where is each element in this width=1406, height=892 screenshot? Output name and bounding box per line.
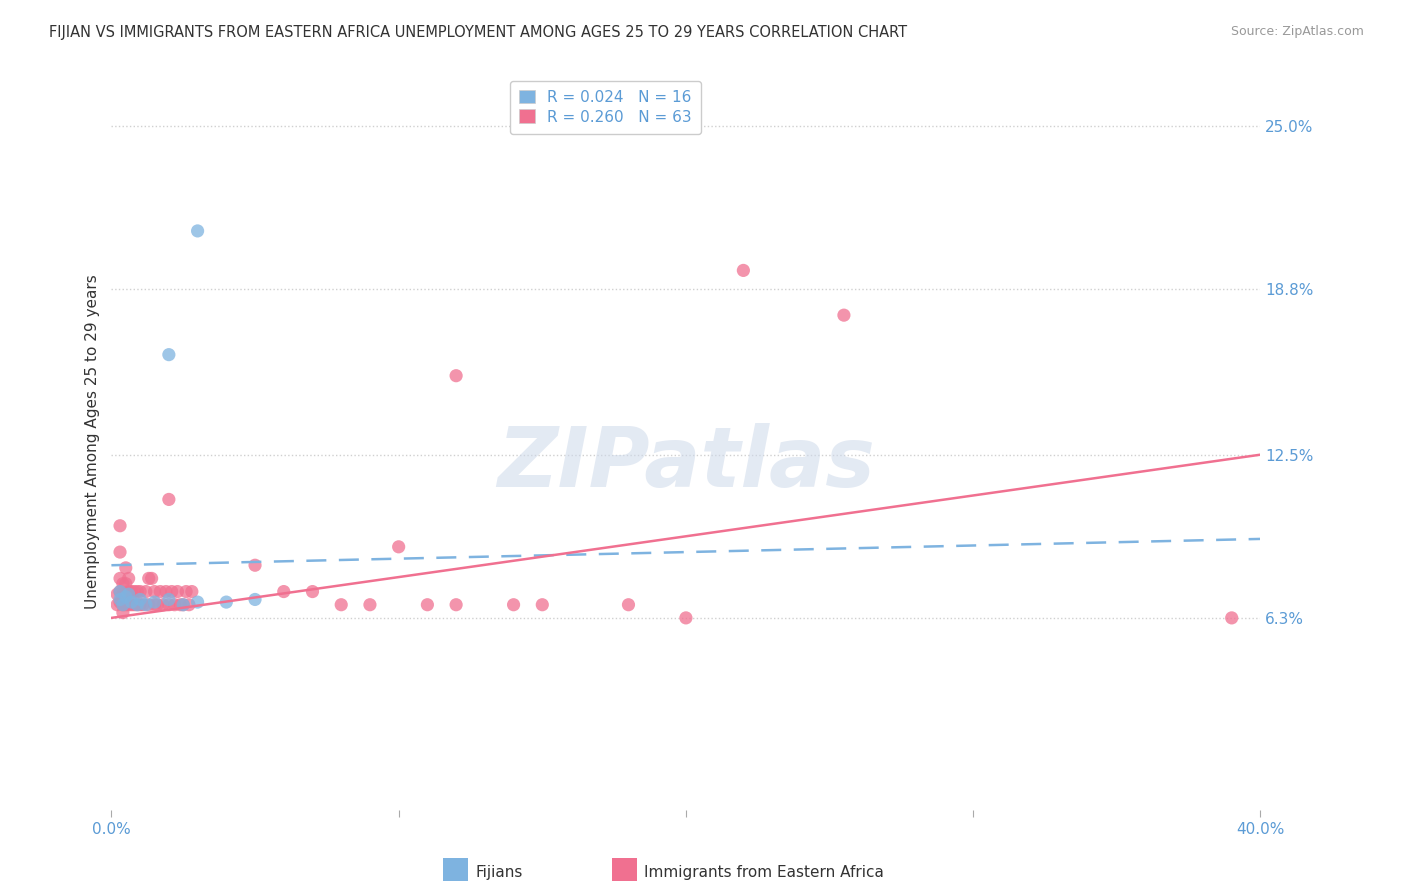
Point: [105, 587, 128, 601]
Point: [187, 595, 209, 609]
Point: [114, 561, 136, 575]
Point: [146, 598, 169, 612]
Point: [174, 584, 197, 599]
Point: [121, 598, 143, 612]
Legend: R = 0.024   N = 16, R = 0.260   N = 63: R = 0.024 N = 16, R = 0.260 N = 63: [510, 80, 700, 134]
Point: [117, 571, 139, 585]
Text: Fijians: Fijians: [475, 865, 523, 880]
Point: [111, 576, 134, 591]
Point: [135, 598, 157, 612]
Point: [127, 584, 149, 599]
Point: [117, 598, 139, 612]
Point: [388, 540, 411, 554]
Point: [143, 584, 166, 599]
Point: [129, 598, 152, 612]
Point: [114, 576, 136, 591]
Point: [127, 598, 149, 612]
Point: [169, 598, 191, 612]
Point: [733, 263, 755, 277]
Point: [832, 308, 855, 322]
Point: [172, 598, 194, 612]
Point: [138, 571, 160, 585]
Point: [108, 571, 131, 585]
Point: [243, 558, 266, 573]
Y-axis label: Unemployment Among Ages 25 to 29 years: Unemployment Among Ages 25 to 29 years: [86, 274, 100, 609]
Point: [111, 598, 134, 612]
Point: [359, 598, 381, 612]
Point: [149, 584, 172, 599]
Point: [177, 598, 200, 612]
Point: [108, 518, 131, 533]
Text: FIJIAN VS IMMIGRANTS FROM EASTERN AFRICA UNEMPLOYMENT AMONG AGES 25 TO 29 YEARS : FIJIAN VS IMMIGRANTS FROM EASTERN AFRICA…: [49, 25, 907, 40]
Point: [187, 224, 209, 238]
Point: [108, 584, 131, 599]
Point: [166, 584, 188, 599]
Point: [143, 598, 166, 612]
Point: [155, 584, 177, 599]
Point: [273, 584, 295, 599]
Text: Immigrants from Eastern Africa: Immigrants from Eastern Africa: [644, 865, 884, 880]
Point: [114, 598, 136, 612]
Point: [157, 598, 180, 612]
Point: [111, 598, 134, 612]
Point: [444, 598, 467, 612]
Point: [157, 348, 180, 362]
Point: [215, 595, 238, 609]
Point: [675, 611, 697, 625]
Point: [180, 584, 202, 599]
Point: [243, 592, 266, 607]
Point: [105, 598, 128, 612]
Point: [108, 545, 131, 559]
Point: [121, 584, 143, 599]
Point: [163, 598, 186, 612]
Point: [114, 587, 136, 601]
Point: [143, 595, 166, 609]
Point: [121, 595, 143, 609]
Point: [157, 492, 180, 507]
Point: [157, 592, 180, 607]
Point: [502, 598, 524, 612]
Point: [111, 606, 134, 620]
Point: [172, 598, 194, 612]
Point: [114, 590, 136, 604]
Point: [416, 598, 439, 612]
Text: ZIPatlas: ZIPatlas: [496, 423, 875, 504]
Point: [124, 598, 146, 612]
Point: [330, 598, 353, 612]
Point: [127, 598, 149, 612]
Point: [160, 584, 183, 599]
Point: [129, 584, 152, 599]
Point: [152, 598, 174, 612]
Point: [124, 584, 146, 599]
Point: [108, 595, 131, 609]
Point: [129, 592, 152, 607]
Point: [444, 368, 467, 383]
Text: Source: ZipAtlas.com: Source: ZipAtlas.com: [1230, 25, 1364, 38]
Point: [138, 598, 160, 612]
Point: [301, 584, 323, 599]
Point: [617, 598, 640, 612]
Point: [132, 598, 155, 612]
Point: [108, 584, 131, 599]
Point: [111, 587, 134, 601]
Point: [141, 571, 163, 585]
Point: [117, 587, 139, 601]
Point: [531, 598, 554, 612]
Point: [108, 592, 131, 607]
Point: [135, 584, 157, 599]
Point: [1220, 611, 1243, 625]
Point: [117, 584, 139, 599]
